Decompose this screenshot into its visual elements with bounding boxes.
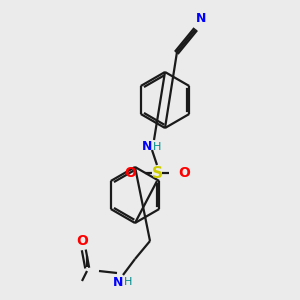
- Text: O: O: [76, 234, 88, 248]
- Text: N: N: [142, 140, 152, 152]
- Text: O: O: [178, 166, 190, 180]
- Text: H: H: [124, 277, 132, 287]
- Text: H: H: [153, 142, 161, 152]
- Text: N: N: [196, 12, 206, 25]
- Text: N: N: [112, 276, 123, 289]
- Text: O: O: [124, 166, 136, 180]
- Text: S: S: [152, 166, 163, 181]
